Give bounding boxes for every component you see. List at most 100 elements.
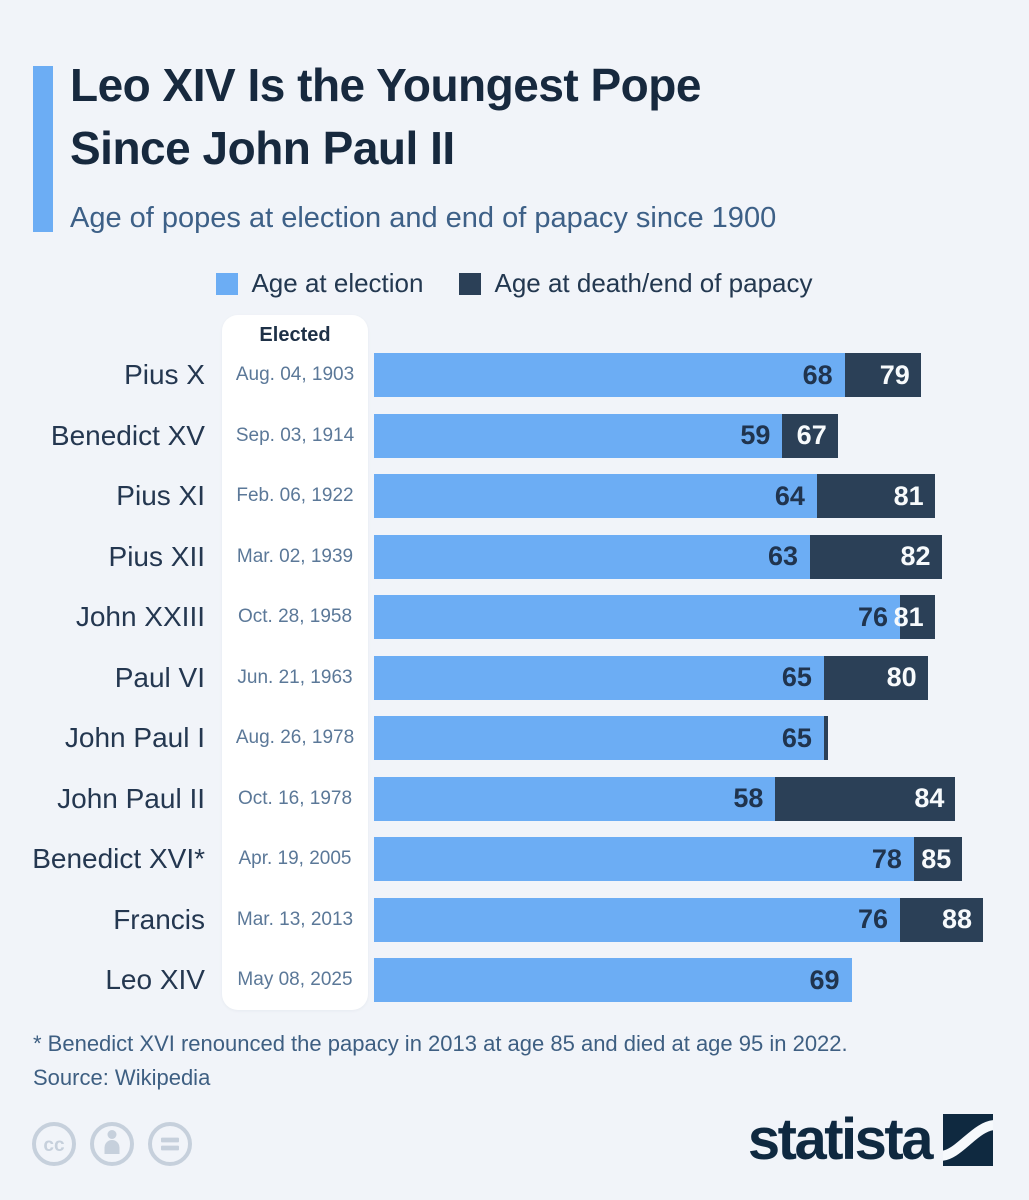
pope-name-label: Paul VI [114,661,205,693]
death-bar: 81 [816,474,935,519]
election-bar: 65 [374,716,824,761]
bar-track: 76 81 [374,595,990,640]
chart-row: John Paul I Aug. 26, 1978 65 [0,708,1029,769]
statista-logo-text: statista [747,1107,934,1172]
footnote: * Benedict XVI renounced the papacy in 2… [33,1031,848,1056]
election-bar: 63 [374,534,811,579]
pope-name-label: John Paul II [57,782,205,814]
bar-track: 64 81 [374,474,990,519]
death-bar: 81 [894,595,935,640]
election-age-label: 76 [857,601,889,632]
svg-text:cc: cc [43,1135,65,1156]
election-bar: 59 [374,413,783,458]
pope-name-label: John Paul I [64,722,205,754]
pope-name-label: Benedict XV [50,419,205,451]
legend-item-death: Age at death/end of papacy [459,268,813,299]
bar-track: 76 88 [374,897,990,942]
date-column-panel [222,315,368,1010]
bar-track: 65 80 [374,655,990,700]
death-age-label: 79 [879,359,910,390]
bar-track: 58 84 [374,776,990,821]
election-bar: 76 [374,897,901,942]
chart-row: John XXIII Oct. 28, 1958 76 81 [0,587,1029,648]
election-bar: 76 [374,595,901,640]
source-line: Source: Wikipedia [33,1065,211,1090]
elected-date: Mar. 02, 1939 [236,545,354,567]
attribution-icon[interactable] [88,1120,136,1168]
election-age-label: 68 [802,359,833,390]
death-age-label: 67 [796,420,827,451]
death-bar: 80 [823,655,928,700]
election-bar: 69 [374,958,852,1003]
statista-logo-mark-icon [943,1114,993,1166]
pope-name-label: Benedict XVI* [32,843,205,875]
death-bar: 84 [775,776,956,821]
statista-logo[interactable]: statista [748,1110,993,1170]
chart-row: Pius XII Mar. 02, 1939 63 82 [0,527,1029,588]
legend-item-election: Age at election [216,268,423,299]
death-bar [823,716,828,761]
chart-rows: Pius X Aug. 04, 1903 68 79 Benedict XV S… [0,345,1029,1011]
election-age-label: 65 [781,662,812,693]
bar-track: 68 79 [374,353,990,398]
elected-date: Oct. 16, 1978 [237,787,353,809]
page-title: Leo XIV Is the Youngest Pope Since John … [70,54,701,180]
election-age-label: 69 [809,964,840,995]
death-age-label: 81 [893,480,924,511]
death-age-label: 84 [914,783,945,814]
death-bar: 82 [810,534,942,579]
pope-name-label: Leo XIV [105,964,205,996]
elected-date: Aug. 04, 1903 [235,364,355,386]
chart-row: Paul VI Jun. 21, 1963 65 80 [0,648,1029,709]
election-age-label: 58 [733,783,764,814]
page-subtitle: Age of popes at election and end of papa… [70,202,777,234]
bar-track: 69 [374,958,990,1003]
legend-label: Age at election [251,268,424,298]
legend-swatch [216,272,239,295]
election-bar: 58 [374,776,776,821]
chart-row: Leo XIV May 08, 2025 69 [0,950,1029,1011]
death-age-label: 81 [893,601,924,632]
elected-date: Aug. 26, 1978 [235,727,355,749]
chart-row: Benedict XVI* Apr. 19, 2005 78 85 [0,829,1029,890]
pope-name-label: Francis [113,903,205,935]
legend-swatch [459,272,482,295]
chart-row: Pius X Aug. 04, 1903 68 79 [0,345,1029,406]
pope-name-label: John XXIII [75,601,205,633]
bar-track: 59 67 [374,413,990,458]
death-age-label: 82 [900,541,931,572]
elected-date: Sep. 03, 1914 [235,424,355,446]
death-bar: 88 [900,897,984,942]
bar-track: 65 [374,716,990,761]
chart-legend: Age at election Age at death/end of papa… [0,268,1029,299]
cc-icon[interactable]: cc [30,1120,78,1168]
election-age-label: 63 [767,541,799,572]
pope-name-label: Pius XI [116,480,205,512]
elected-date: May 08, 2025 [237,969,353,991]
elected-date: Apr. 19, 2005 [238,848,352,870]
death-age-label: 85 [921,843,952,874]
election-bar: 64 [374,474,817,519]
election-age-label: 78 [871,843,902,874]
equals-icon[interactable] [146,1120,194,1168]
pope-name-label: Pius X [124,359,205,391]
death-bar: 67 [782,413,838,458]
election-bar: 65 [374,655,824,700]
death-age-label: 88 [942,904,973,935]
elected-column-header: Elected [259,324,331,346]
elected-date: Mar. 13, 2013 [236,908,354,930]
chart-row: Benedict XV Sep. 03, 1914 59 67 [0,406,1029,467]
death-age-label: 80 [886,662,917,693]
elected-date: Feb. 06, 1922 [236,485,354,507]
election-age-label: 59 [740,420,771,451]
election-age-label: 76 [857,904,889,935]
election-age-label: 65 [781,722,812,753]
page-title-line2: Since John Paul II [70,122,455,174]
elected-date: Jun. 21, 1963 [237,666,353,688]
chart-row: John Paul II Oct. 16, 1978 58 84 [0,769,1029,830]
elected-date: Oct. 28, 1958 [237,606,353,628]
bar-track: 63 82 [374,534,990,579]
license-icons: cc [30,1120,194,1168]
bar-chart: Elected Pius X Aug. 04, 1903 68 79 Bened… [0,315,1029,1015]
